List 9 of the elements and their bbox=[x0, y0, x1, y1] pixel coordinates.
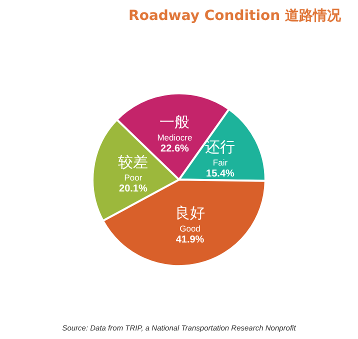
chart-title: Roadway Condition 道路情况 bbox=[128, 8, 342, 24]
data-label: 15.4% bbox=[206, 168, 234, 180]
slice-label: 一般 Mediocre bbox=[157, 113, 192, 143]
data-label: 22.6% bbox=[160, 144, 189, 155]
slice-label: 还行 Fair bbox=[205, 138, 236, 168]
data-label: 41.9% bbox=[176, 234, 204, 246]
data-label: 20.1% bbox=[119, 183, 148, 194]
slice-label: 较差 Poor bbox=[118, 152, 148, 182]
slice-label: 良好 Good bbox=[175, 204, 206, 234]
